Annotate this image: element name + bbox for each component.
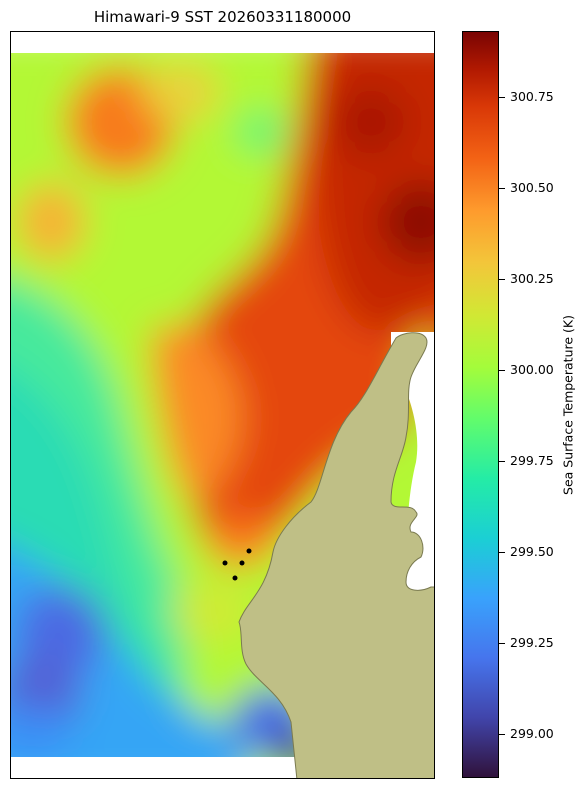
- colorbar-tick: [499, 552, 505, 554]
- colorbar-tick-label: 299.50: [510, 544, 554, 560]
- sst-field: [11, 53, 434, 757]
- station-markers: [222, 548, 252, 581]
- colorbar-tick-label: 299.00: [510, 726, 554, 742]
- colorbar-tick: [499, 734, 505, 736]
- colorbar-tick-label: 300.25: [510, 270, 554, 286]
- colorbar-tick-label: 300.50: [510, 179, 554, 195]
- colorbar-label: Sea Surface Temperature (K): [560, 315, 576, 495]
- land-peninsula: [238, 332, 434, 778]
- colorbar-tick-label: 299.25: [510, 635, 554, 651]
- colorbar-tick: [499, 278, 505, 280]
- colorbar-tick: [499, 643, 505, 645]
- colorbar-tick: [499, 187, 505, 189]
- colorbar-tick-label: 300.75: [510, 88, 554, 104]
- colorbar-tick-label: 299.75: [510, 452, 554, 468]
- map-title: Himawari-9 SST 20260331180000: [93, 8, 352, 26]
- colorbar-tick: [499, 460, 505, 462]
- colorbar-tick: [499, 369, 505, 371]
- colorbar-tick-label: 300.00: [510, 361, 554, 377]
- map-panel[interactable]: [10, 31, 435, 779]
- sst-map: [11, 32, 434, 778]
- colorbar: [462, 31, 499, 778]
- colorbar-tick: [499, 96, 505, 98]
